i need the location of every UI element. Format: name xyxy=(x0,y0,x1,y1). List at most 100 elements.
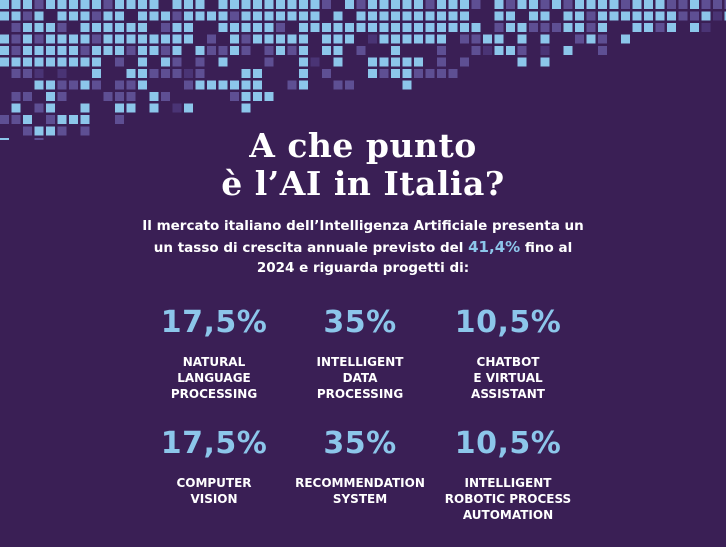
pixel-square xyxy=(241,103,251,113)
pixel-square xyxy=(563,11,573,21)
pixel-square xyxy=(506,11,515,21)
pixel-square xyxy=(598,0,607,9)
pixel-square xyxy=(299,80,308,90)
pixel-square xyxy=(34,0,44,9)
pixel-square xyxy=(126,92,136,101)
pixel-square xyxy=(356,0,366,9)
stat-value: 35% xyxy=(323,305,397,340)
pixel-square xyxy=(471,34,481,44)
pixel-square xyxy=(34,138,44,140)
pixel-square xyxy=(34,69,44,78)
pixel-square xyxy=(345,80,354,90)
pixel-square xyxy=(529,23,538,32)
pixel-square xyxy=(241,92,251,101)
pixel-square xyxy=(460,0,469,9)
pixel-square xyxy=(345,23,354,32)
pixel-square xyxy=(80,115,90,124)
pixel-square xyxy=(264,11,274,21)
pixel-square xyxy=(149,69,159,78)
pixel-square xyxy=(46,115,55,124)
pixel-square xyxy=(241,0,251,9)
pixel-square xyxy=(276,34,285,44)
pixel-square xyxy=(701,0,711,9)
stat-value: 17,5% xyxy=(160,426,268,461)
pixel-square xyxy=(310,23,320,32)
pixel-square xyxy=(0,138,9,140)
pixel-square xyxy=(460,57,469,67)
pixel-square xyxy=(575,34,584,44)
pixel-square xyxy=(253,69,262,78)
pixel-square xyxy=(46,126,55,136)
pixel-square xyxy=(149,11,159,21)
pixel-square xyxy=(34,103,44,113)
pixel-square xyxy=(287,11,297,21)
stat-value: 10,5% xyxy=(454,426,562,461)
pixel-square xyxy=(333,34,343,44)
pixel-square xyxy=(506,0,515,9)
pixel-square xyxy=(517,0,527,9)
pixel-square xyxy=(575,0,584,9)
pixel-square xyxy=(713,0,722,9)
pixel-square xyxy=(471,0,481,9)
pixel-square xyxy=(310,11,320,21)
pixel-square xyxy=(402,57,412,67)
pixel-square xyxy=(333,46,343,55)
pixel-square xyxy=(414,57,423,67)
pixel-square xyxy=(425,0,435,9)
pixel-square xyxy=(138,46,147,55)
pixel-square xyxy=(46,57,55,67)
pixel-square xyxy=(46,92,55,101)
pixel-square xyxy=(92,34,101,44)
pixel-square xyxy=(126,80,136,90)
pixel-square xyxy=(46,0,55,9)
pixel-square xyxy=(0,57,9,67)
pixel-square xyxy=(253,34,262,44)
pixel-square xyxy=(402,80,412,90)
pixel-square xyxy=(80,11,90,21)
pixel-square xyxy=(460,34,469,44)
pixel-square xyxy=(437,23,446,32)
pixel-square xyxy=(609,11,619,21)
pixel-square xyxy=(57,80,67,90)
pixel-square xyxy=(448,11,458,21)
pixel-square xyxy=(621,0,630,9)
pixel-square xyxy=(701,11,711,21)
pixel-square xyxy=(115,80,124,90)
pixel-square xyxy=(195,11,205,21)
pixel-square xyxy=(264,0,274,9)
pixel-square xyxy=(667,11,676,21)
pixel-square xyxy=(379,57,389,67)
pixel-square xyxy=(11,0,21,9)
pixel-square xyxy=(299,69,308,78)
pixel-square xyxy=(138,57,147,67)
pixel-square xyxy=(46,103,55,113)
pixel-square xyxy=(34,34,44,44)
pixel-square xyxy=(391,57,400,67)
intro-line-2-end: fino al xyxy=(520,240,573,256)
pixel-square xyxy=(310,0,320,9)
pixel-square xyxy=(517,46,527,55)
pixel-square xyxy=(172,103,182,113)
pixel-square xyxy=(586,0,596,9)
pixel-square xyxy=(23,46,32,55)
pixel-square xyxy=(80,46,90,55)
pixel-square xyxy=(57,57,67,67)
pixel-square xyxy=(598,11,607,21)
pixel-square xyxy=(184,11,193,21)
pixel-square xyxy=(92,57,101,67)
pixel-square xyxy=(724,0,726,9)
pixel-square xyxy=(161,69,170,78)
pixel-square xyxy=(11,103,21,113)
pixel-square xyxy=(149,34,159,44)
pixel-square xyxy=(598,23,607,32)
pixel-square xyxy=(23,57,32,67)
pixel-square xyxy=(368,57,377,67)
pixel-square xyxy=(264,34,274,44)
pixel-square xyxy=(425,34,435,44)
pixel-square xyxy=(379,23,389,32)
pixel-square xyxy=(529,11,538,21)
pixel-square xyxy=(655,11,665,21)
stat-value: 17,5% xyxy=(160,305,268,340)
pixel-square xyxy=(414,23,423,32)
pixel-square xyxy=(448,69,458,78)
